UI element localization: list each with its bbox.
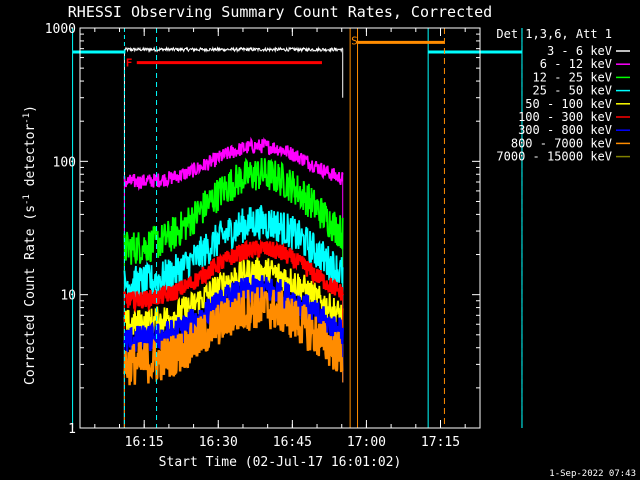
series-line-3 bbox=[123, 157, 344, 265]
series-line-5 bbox=[123, 256, 344, 337]
y-tick-label: 100 bbox=[53, 155, 76, 170]
series-line-1 bbox=[123, 45, 344, 54]
legend-item-label: 12 - 25 keV bbox=[533, 70, 612, 84]
x-tick-label: 16:30 bbox=[199, 435, 238, 450]
series-line-8 bbox=[123, 287, 344, 386]
annotations-layer: SF bbox=[72, 28, 523, 428]
series-layer bbox=[123, 45, 344, 428]
legend-item-label: 25 - 50 keV bbox=[533, 84, 612, 98]
series-line-6 bbox=[123, 238, 344, 313]
series-line-2 bbox=[123, 136, 344, 191]
legend-item-label: 50 - 100 keV bbox=[525, 97, 612, 111]
x-tick-label: 17:00 bbox=[347, 435, 386, 450]
legend-header: Det 1,3,6, Att 1 bbox=[496, 27, 612, 41]
y-tick-label: 1000 bbox=[45, 22, 76, 37]
plot-frame bbox=[79, 27, 481, 429]
y-tick-label: 10 bbox=[60, 289, 76, 304]
legend-item-label: 800 - 7000 keV bbox=[511, 136, 612, 150]
y-tick-label: 1 bbox=[68, 422, 76, 437]
x-axis-label: Start Time (02-Jul-17 16:01:02) bbox=[159, 455, 402, 470]
y-axis-label: Corrected Count Rate (s-1 detector-1) bbox=[22, 105, 38, 385]
x-tick-label: 17:15 bbox=[421, 435, 460, 450]
x-tick-label: 16:45 bbox=[273, 435, 312, 450]
footer-date: 1-Sep-2022 07:43 bbox=[549, 469, 636, 479]
flare-label: F bbox=[126, 57, 133, 70]
axes-layer: 1 10 100 1000 16:15 16:30 16:45 17:00 17:15 bbox=[45, 22, 481, 450]
legend-item-label: 7000 - 15000 keV bbox=[496, 150, 612, 164]
legend-item-label: 3 - 6 keV bbox=[547, 44, 612, 58]
legend-item-label: 6 - 12 keV bbox=[540, 57, 612, 71]
chart-title: RHESSI Observing Summary Count Rates, Co… bbox=[68, 3, 492, 21]
legend-item-label: 300 - 800 keV bbox=[518, 123, 612, 137]
legend-item-label: 100 - 300 keV bbox=[518, 110, 612, 124]
x-tick-label: 16:15 bbox=[125, 435, 164, 450]
saa-label: S bbox=[351, 34, 358, 47]
